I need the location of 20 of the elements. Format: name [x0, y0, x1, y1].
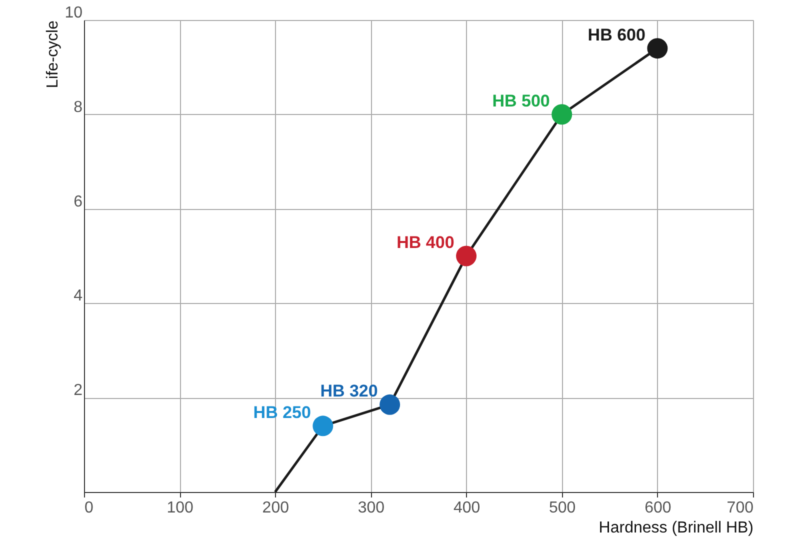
annotation: HB 250 — [253, 402, 311, 422]
x-tick-label: 600 — [644, 500, 672, 516]
annotation: HB 320 — [320, 382, 378, 401]
y-tick-label: 4 — [74, 288, 83, 305]
x-tick-label: 0 — [84, 500, 94, 516]
annotation: HB 500 — [492, 91, 550, 110]
y-tick-label: 8 — [74, 98, 83, 116]
x-tick-label: 500 — [549, 500, 576, 516]
y-tick-label: 6 — [74, 193, 83, 210]
y-tick-label: 10 — [64, 4, 83, 22]
x-tick-label: 300 — [358, 500, 385, 516]
x-tick-label: 100 — [166, 500, 194, 516]
annotation: HB 400 — [396, 233, 454, 252]
y-axis-title: Life-cycle — [44, 20, 62, 88]
x-tick-label: 400 — [453, 500, 480, 516]
y-tick-label: 2 — [74, 382, 83, 400]
x-tick-label: 200 — [262, 500, 290, 516]
x-axis-title: Hardness (Brinell HB) — [598, 520, 754, 536]
x-tick-label: 700 — [726, 500, 754, 516]
annotation: HB 600 — [588, 25, 646, 44]
